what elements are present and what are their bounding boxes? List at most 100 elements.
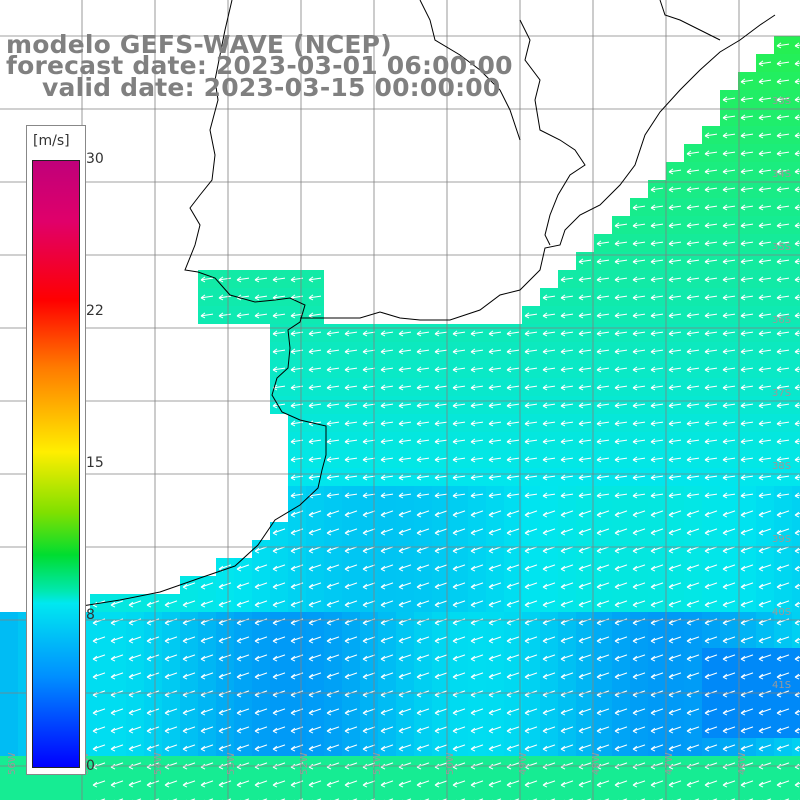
wind-speed-cell (198, 792, 216, 800)
wind-arrow (398, 780, 412, 788)
wind-arrow (272, 312, 286, 319)
wind-arrow (506, 402, 520, 409)
wind-arrow (686, 258, 700, 265)
wind-arrow (416, 492, 430, 499)
wind-arrow (398, 402, 412, 409)
wind-arrow (272, 366, 286, 373)
wind-arrow (632, 240, 646, 247)
wind-arrow (452, 330, 466, 337)
wind-arrow (398, 636, 412, 644)
wind-arrow (560, 744, 574, 752)
wind-arrow (668, 420, 682, 427)
wind-arrow (506, 438, 520, 445)
wind-arrow (434, 582, 448, 590)
wind-speed-cell (432, 792, 450, 800)
wind-arrow (794, 474, 800, 481)
wind-arrow (776, 780, 790, 788)
wind-arrow (434, 366, 448, 373)
wind-arrow (236, 708, 250, 716)
wind-arrow (722, 114, 736, 121)
wind-arrow (380, 726, 394, 734)
wind-arrow (686, 204, 700, 211)
wind-arrow (362, 492, 376, 499)
wind-arrow (632, 780, 646, 788)
wind-speed-cell (0, 630, 18, 648)
wind-arrow (488, 402, 502, 409)
wind-arrow (650, 744, 664, 752)
wind-arrow (398, 600, 412, 608)
wind-arrows (92, 42, 800, 800)
wind-arrow (578, 420, 592, 427)
wind-arrow (488, 744, 502, 752)
wind-arrow (650, 222, 664, 229)
wind-arrow (470, 510, 484, 518)
wind-arrow (668, 582, 682, 590)
wind-arrow (704, 600, 718, 608)
wind-arrow (632, 528, 646, 536)
wind-speed-cell (0, 756, 18, 774)
wind-arrow (326, 510, 340, 518)
latitude-label: 39S (772, 534, 791, 545)
wind-arrow (632, 366, 646, 373)
wind-arrow (668, 636, 682, 644)
wind-arrow (650, 492, 664, 499)
wind-arrow (668, 654, 682, 662)
wind-speed-cell (792, 792, 800, 800)
wind-arrow (362, 510, 376, 518)
wind-arrow (578, 654, 592, 662)
wind-arrow (398, 654, 412, 662)
wind-arrow (650, 258, 664, 265)
wind-arrow (686, 438, 700, 445)
wind-arrow (740, 780, 754, 788)
wind-arrow (650, 510, 664, 518)
wind-arrow (146, 708, 160, 716)
wind-arrow (596, 582, 610, 590)
wind-arrow (416, 780, 430, 788)
wind-arrow (632, 420, 646, 427)
wind-arrow (722, 600, 736, 608)
wind-arrow (578, 726, 592, 734)
wind-arrow (488, 546, 502, 554)
wind-arrow (560, 672, 574, 680)
wind-arrow (578, 636, 592, 644)
wind-speed-cell (648, 792, 666, 800)
wind-arrow (758, 510, 772, 518)
wind-arrow (758, 474, 772, 481)
wind-arrow (650, 294, 664, 301)
wind-arrow (686, 582, 700, 590)
wind-arrow (542, 564, 556, 572)
wind-arrow (254, 582, 268, 590)
wind-arrow (578, 744, 592, 752)
wind-speed-cell (324, 792, 342, 800)
wind-arrow (686, 654, 700, 662)
wind-arrow (254, 600, 268, 608)
wind-arrow (740, 312, 754, 319)
wind-arrow (758, 456, 772, 463)
wind-arrow (668, 384, 682, 391)
wind-arrow (614, 276, 628, 283)
wind-speed-cell (72, 792, 90, 800)
wind-arrow (434, 708, 448, 716)
wind-arrow (506, 672, 520, 680)
wind-arrow (398, 672, 412, 680)
wind-arrow (488, 672, 502, 680)
latitude-label: 33S (772, 96, 791, 107)
wind-arrow (452, 726, 466, 734)
wind-speed-cell (288, 792, 306, 800)
wind-arrow (560, 384, 574, 391)
wind-arrow (326, 474, 340, 481)
wind-arrow (308, 744, 322, 752)
wind-arrow (218, 672, 232, 680)
coastline (81, 0, 327, 607)
wind-arrow (758, 258, 772, 265)
wind-arrow (686, 222, 700, 229)
wind-arrow (740, 708, 754, 716)
wind-speed-cell (0, 612, 18, 630)
wind-arrow (740, 564, 754, 572)
wind-arrow (614, 708, 628, 716)
wind-arrow (668, 780, 682, 788)
wind-arrow (560, 456, 574, 463)
wind-arrow (236, 636, 250, 644)
wind-arrow (326, 348, 340, 355)
wind-arrow (200, 708, 214, 716)
